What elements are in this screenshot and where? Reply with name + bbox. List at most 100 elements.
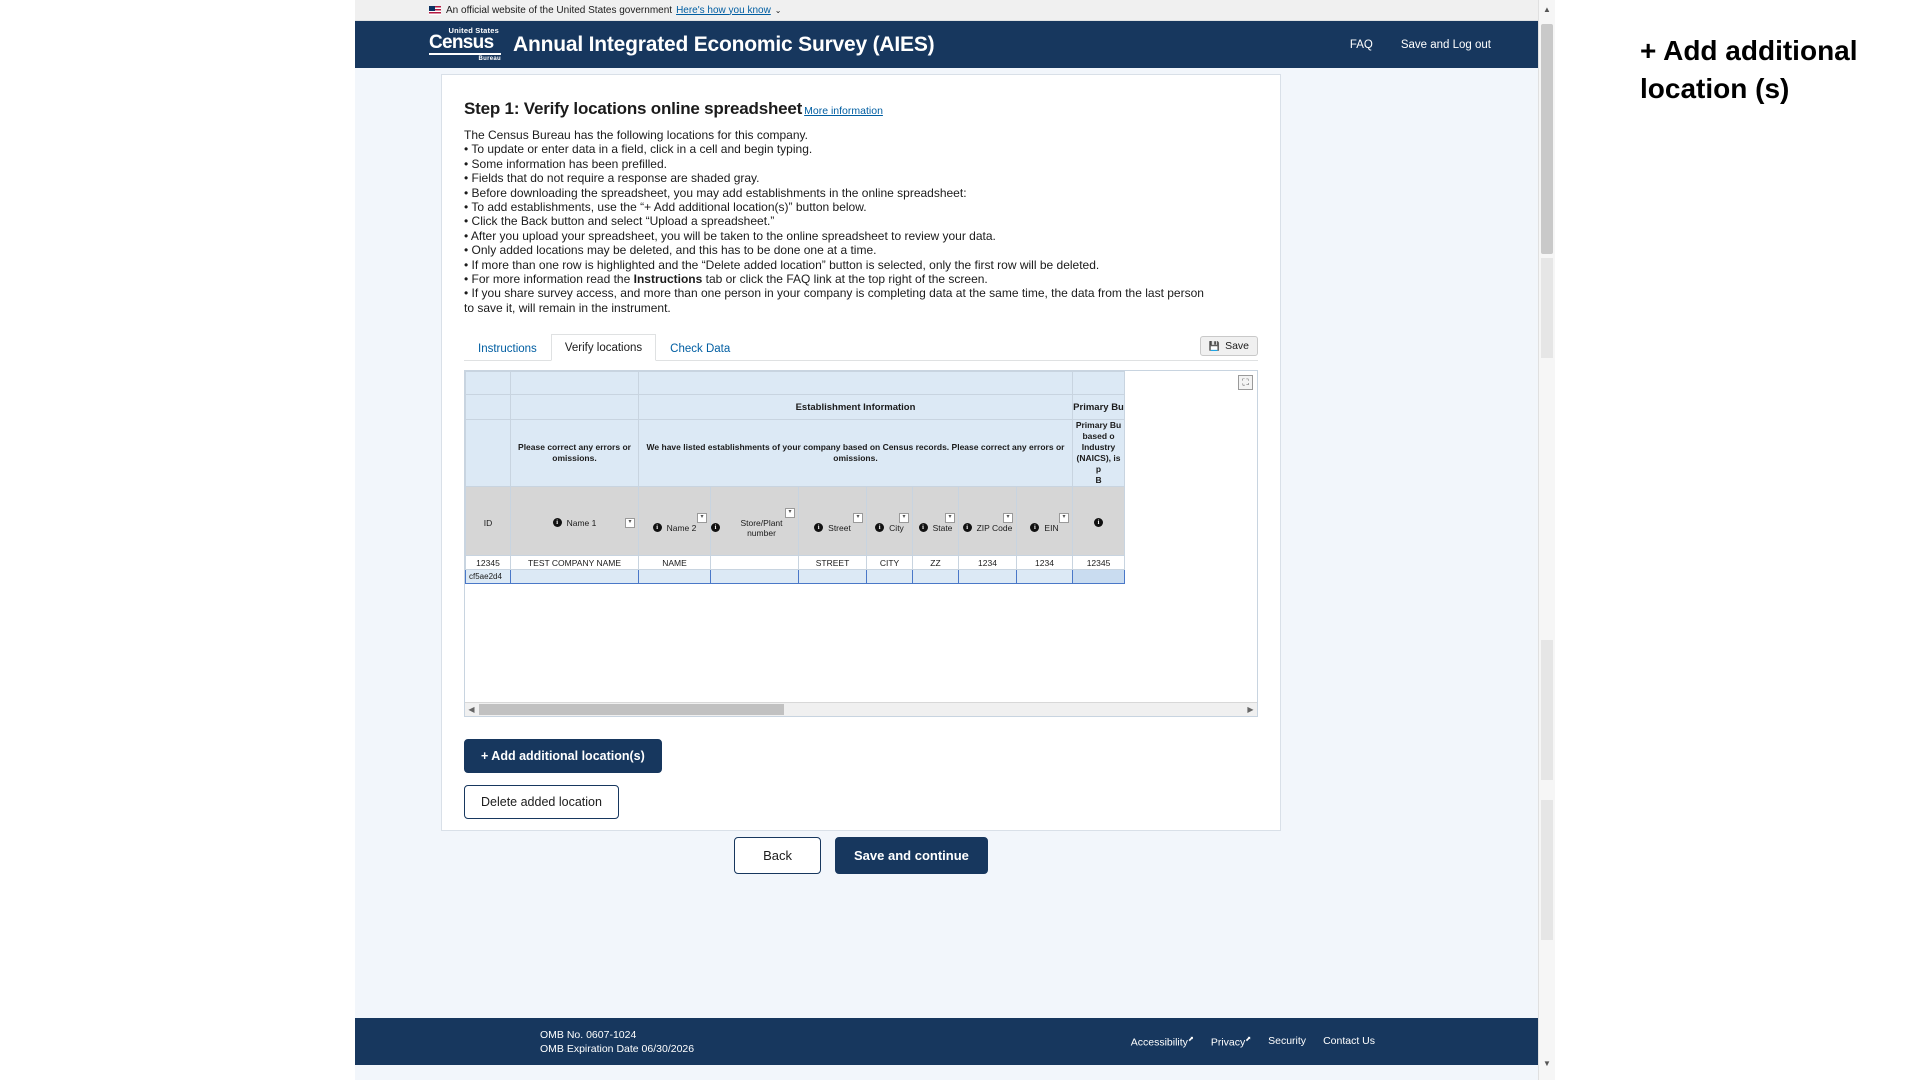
info-icon[interactable]: i — [918, 523, 928, 533]
cell-new-zip-code[interactable] — [958, 569, 1017, 585]
column-header-name1[interactable]: i Name 1 ▾ — [510, 486, 639, 557]
filter-dropdown-icon[interactable]: ▾ — [853, 512, 863, 523]
cell-new-name1[interactable] — [510, 569, 639, 585]
column-header-street[interactable]: i Street ▾ — [798, 486, 867, 557]
security-link[interactable]: Security — [1268, 1034, 1307, 1047]
cell-ein[interactable]: 1234 — [1015, 555, 1074, 571]
column-header-ein[interactable]: i EIN ▾ — [1015, 486, 1074, 557]
filter-dropdown-icon[interactable]: ▾ — [1059, 512, 1070, 523]
cell-new-ein[interactable] — [1015, 569, 1074, 585]
scroll-right-icon[interactable]: ▶ — [1247, 705, 1254, 715]
desc-correct-errors: Please correct any errors or omissions. — [510, 419, 639, 488]
more-information-link[interactable]: More information — [804, 105, 883, 117]
filter-dropdown-icon[interactable]: ▾ — [785, 507, 795, 518]
scroll-left-icon[interactable]: ◀ — [468, 705, 475, 715]
cell-city[interactable]: CITY — [866, 555, 913, 571]
cell-store-plant-number[interactable] — [710, 555, 799, 571]
cell-naics[interactable]: 12345 — [1072, 555, 1126, 571]
census-bureau-logo[interactable]: United States Census Bureau — [429, 27, 501, 62]
filter-dropdown-icon[interactable]: ▾ — [945, 512, 955, 523]
column-header-naics[interactable]: i — [1072, 486, 1126, 557]
list-item: • Only added locations may be deleted, a… — [464, 243, 877, 258]
scrollbar-thumb[interactable] — [479, 704, 784, 716]
info-icon[interactable]: i — [875, 523, 885, 533]
info-icon[interactable]: i — [814, 523, 824, 533]
us-flag-icon — [429, 5, 441, 15]
cell-new-naics[interactable] — [1072, 569, 1126, 585]
logo-main-text: Census — [429, 31, 494, 53]
save-button-label: Save — [1225, 340, 1249, 353]
table-row-new[interactable]: cf5ae2d4 — [465, 569, 1257, 585]
cell-zip-code[interactable]: 1234 — [958, 555, 1017, 571]
cell-id: 12345 — [465, 555, 511, 571]
scrollbar-track-segment[interactable] — [1541, 258, 1553, 358]
site-header: United States Census Bureau Annual Integ… — [355, 21, 1555, 68]
column-header-zip-code[interactable]: i ZIP Code ▾ — [958, 486, 1017, 557]
cell-state[interactable]: ZZ — [912, 555, 959, 571]
floppy-disk-icon: 💾 — [1208, 340, 1221, 351]
info-icon[interactable]: i — [652, 523, 662, 533]
scrollbar-thumb[interactable] — [1541, 24, 1553, 254]
save-button[interactable]: 💾 Save — [1199, 336, 1258, 357]
privacy-link[interactable]: Privacy⬈ — [1210, 1035, 1252, 1049]
list-item: • After you upload your spreadsheet, you… — [464, 228, 996, 243]
heres-how-you-know-link[interactable]: Here's how you know — [676, 4, 771, 16]
band-spacer — [1124, 371, 1257, 395]
content-card: Step 1: Verify locations online spreadsh… — [441, 74, 1281, 875]
cell-new-street[interactable] — [798, 569, 867, 585]
cell-name2[interactable]: NAME — [638, 555, 711, 571]
horizontal-scrollbar[interactable]: ◀ ▶ — [465, 702, 1257, 717]
contact-us-link[interactable]: Contact Us — [1323, 1034, 1375, 1047]
save-and-continue-button[interactable]: Save and continue — [835, 837, 988, 875]
delete-added-location-button[interactable]: Delete added location — [464, 785, 619, 820]
scrollbar-track-segment[interactable] — [1541, 640, 1553, 780]
banner-text: An official website of the United States… — [446, 4, 673, 16]
tab-verify-locations[interactable]: Verify locations — [550, 334, 657, 362]
info-icon[interactable]: i — [552, 518, 562, 528]
expand-collapse-icon[interactable]: ⛶ — [1238, 375, 1253, 391]
cell-new-store-plant-number[interactable] — [710, 569, 799, 585]
accessibility-link[interactable]: Accessibility⬈ — [1130, 1035, 1194, 1049]
column-label: ID — [483, 517, 493, 528]
filter-dropdown-icon[interactable]: ▾ — [625, 517, 635, 528]
cell-street[interactable]: STREET — [798, 555, 867, 571]
cell-new-city[interactable] — [866, 569, 913, 585]
list-item: • To update or enter data in a field, cl… — [464, 142, 813, 157]
intro-text: The Census Bureau has the following loca… — [464, 128, 808, 142]
cell-name1[interactable]: TEST COMPANY NAME — [510, 555, 639, 571]
faq-link[interactable]: FAQ — [1349, 38, 1373, 51]
scrollbar-track-segment[interactable] — [1541, 800, 1553, 940]
back-button[interactable]: Back — [734, 837, 822, 875]
band-cell — [637, 371, 1074, 396]
table-row[interactable]: 12345 TEST COMPANY NAME NAME STREET CITY… — [465, 555, 1257, 571]
spreadsheet-container: ⛶ — [464, 370, 1258, 718]
column-header-store-plant-number[interactable]: i Store/Plant number ▾ — [710, 486, 799, 557]
filter-dropdown-icon[interactable]: ▾ — [899, 512, 909, 523]
table-row — [465, 371, 1257, 396]
filter-dropdown-icon[interactable]: ▾ — [1003, 512, 1013, 523]
info-icon[interactable]: i — [711, 523, 720, 533]
tab-check-data[interactable]: Check Data — [670, 343, 731, 356]
info-icon[interactable]: i — [1030, 523, 1040, 533]
info-icon[interactable]: i — [1094, 518, 1104, 528]
filter-dropdown-icon[interactable]: ▾ — [697, 512, 707, 523]
column-header-state[interactable]: i State ▾ — [912, 486, 959, 557]
column-header-id[interactable]: ID — [465, 486, 511, 557]
save-and-log-out-link[interactable]: Save and Log out — [1400, 38, 1491, 51]
column-header-city[interactable]: i City ▾ — [866, 486, 913, 557]
cell-new-state[interactable] — [912, 569, 959, 585]
cell-new-name2[interactable] — [638, 569, 711, 585]
band-cell — [1072, 371, 1126, 396]
scroll-down-icon[interactable]: ▼ — [1543, 1059, 1551, 1068]
column-header-name2[interactable]: i Name 2 ▾ — [638, 486, 711, 557]
desc-establishments: We have listed establishments of your co… — [637, 419, 1074, 488]
info-icon[interactable]: i — [962, 523, 972, 533]
browser-vertical-scrollbar[interactable]: ▲ ▼ — [1538, 0, 1555, 1080]
chevron-down-icon[interactable]: ⌄ — [774, 5, 782, 15]
scroll-up-icon[interactable]: ▲ — [1543, 5, 1551, 14]
add-additional-location-button[interactable]: + Add additional location(s) — [464, 739, 662, 774]
usa-official-banner: An official website of the United States… — [355, 0, 1555, 21]
tab-instructions[interactable]: Instructions — [478, 343, 537, 356]
list-item: • Fields that do not require a response … — [464, 171, 760, 186]
